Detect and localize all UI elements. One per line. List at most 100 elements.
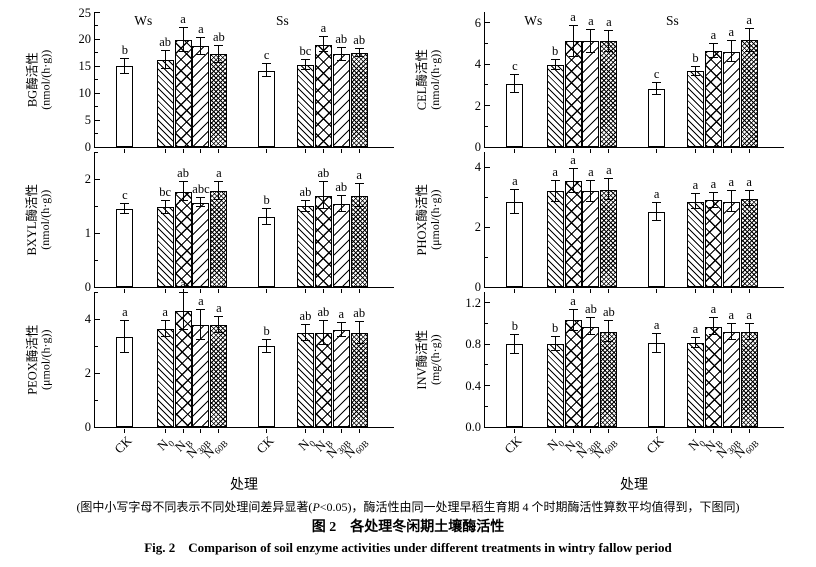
y-minor-tick bbox=[485, 196, 488, 198]
error-bar-cap bbox=[690, 66, 700, 68]
x-tick bbox=[694, 429, 696, 433]
significance-letter: a bbox=[180, 11, 186, 26]
error-bar bbox=[322, 37, 324, 53]
bar-PHOX-Ws-N0 bbox=[546, 191, 564, 287]
y-major-tick bbox=[485, 146, 490, 148]
bar-PEOX-Ws-N30B bbox=[192, 324, 210, 427]
error-bar-cap bbox=[690, 74, 700, 76]
error-bar-cap bbox=[318, 208, 328, 209]
bar-PHOX-Ss-N60B bbox=[740, 198, 758, 287]
bar-BG-Ws-N30B bbox=[192, 46, 210, 147]
y-tick-label: 0 bbox=[84, 280, 91, 294]
error-bar-cap bbox=[550, 350, 560, 352]
significance-letter: a bbox=[122, 304, 128, 319]
x-tick bbox=[656, 429, 658, 433]
error-bar bbox=[608, 321, 610, 343]
x-tick bbox=[748, 149, 750, 153]
significance-letter: a bbox=[588, 164, 594, 179]
significance-letter: c bbox=[122, 187, 128, 202]
error-bar-cap bbox=[178, 51, 188, 53]
x-tick bbox=[340, 149, 342, 153]
error-bar-cap bbox=[300, 58, 310, 60]
bar-PEOX-Ss-N0 bbox=[296, 332, 314, 427]
error-bar-cap bbox=[300, 210, 310, 212]
error-bar-cap bbox=[336, 194, 346, 196]
panel-bxyl: BXYL酶活性 (nmol/(h·g)) 0 1 2 c bc ab abc a b ab ab ab… bbox=[14, 150, 394, 294]
significance-letter: ab bbox=[299, 308, 312, 323]
error-bar bbox=[656, 333, 658, 353]
error-bar bbox=[358, 183, 360, 208]
plot-cel: 0 2 4 6 c b a a a c b a a a Ws Ss bbox=[475, 10, 784, 154]
x-tick bbox=[694, 289, 696, 293]
error-bar-cap bbox=[652, 332, 662, 334]
error-bar-cap bbox=[708, 206, 718, 208]
error-bar bbox=[358, 322, 360, 344]
error-bar bbox=[340, 195, 342, 212]
x-tick bbox=[554, 149, 556, 153]
error-bar-cap bbox=[586, 200, 596, 202]
error-bar-cap bbox=[510, 73, 520, 75]
bar-PHOX-Ws-N30B bbox=[582, 191, 600, 287]
plot-area-bxyl: 0 1 2 c bc ab abc a b ab ab ab a bbox=[85, 150, 394, 294]
error-bar-cap bbox=[550, 336, 560, 337]
error-bar bbox=[554, 180, 556, 202]
error-bar-cap bbox=[604, 30, 614, 32]
enzyme-unit-label: (μmol/(h·g)) bbox=[428, 189, 443, 251]
y-minor-tick bbox=[485, 125, 488, 127]
error-bar-cap bbox=[262, 224, 272, 226]
error-bar-cap bbox=[318, 36, 328, 38]
bar-BXYL-Ss-N30B bbox=[332, 203, 350, 287]
x-tick bbox=[514, 149, 516, 153]
significance-letter: bc bbox=[299, 43, 312, 58]
significance-letter: b bbox=[263, 193, 270, 207]
y-minor-tick bbox=[95, 205, 98, 207]
y-minor-tick bbox=[95, 292, 98, 293]
error-bar bbox=[218, 181, 220, 200]
y-tick-label: 0.0 bbox=[465, 420, 481, 434]
error-bar-cap bbox=[510, 188, 520, 190]
error-bar bbox=[514, 334, 516, 354]
error-bar-cap bbox=[510, 212, 520, 214]
y-major-tick bbox=[95, 372, 100, 374]
bar-PEOX-Ss-CK bbox=[258, 346, 276, 427]
error-bar bbox=[590, 180, 592, 202]
x-tick bbox=[266, 289, 268, 293]
y-major-tick bbox=[95, 178, 100, 180]
bar-INV-Ss-N60B bbox=[740, 331, 758, 427]
error-bar bbox=[712, 43, 714, 59]
y-major-tick bbox=[485, 385, 490, 387]
error-bar bbox=[218, 316, 220, 333]
bar-BG-Ss-N30B bbox=[332, 54, 350, 147]
significance-letter: a bbox=[692, 178, 699, 193]
error-bar-cap bbox=[510, 333, 520, 335]
x-tick bbox=[358, 149, 360, 153]
bar-PHOX-Ss-NB bbox=[704, 200, 722, 287]
significance-letter: a bbox=[162, 304, 168, 319]
bar-BG-Ws-CK bbox=[116, 66, 134, 147]
bar-PHOX-Ss-N30B bbox=[722, 201, 740, 287]
y-tick-label: 2 bbox=[474, 220, 481, 235]
error-bar-cap bbox=[726, 211, 736, 213]
error-bar-cap bbox=[178, 26, 188, 28]
bar-BXYL-Ws-CK bbox=[116, 209, 134, 287]
error-bar-cap bbox=[214, 198, 224, 200]
error-bar-cap bbox=[318, 181, 328, 183]
x-tick bbox=[730, 429, 732, 433]
significance-letter: ab bbox=[299, 184, 312, 199]
error-bar bbox=[322, 182, 324, 209]
error-bar-cap bbox=[586, 51, 596, 53]
error-bar-cap bbox=[586, 317, 596, 319]
bar-BXYL-Ss-N60B bbox=[350, 195, 368, 287]
y-minor-tick bbox=[95, 345, 98, 347]
bar-INV-Ws-N60B bbox=[600, 331, 618, 427]
x-tick bbox=[304, 429, 306, 433]
x-tick bbox=[590, 429, 592, 433]
x-axis-title-right: 处理 bbox=[620, 478, 648, 493]
x-tick bbox=[322, 289, 324, 293]
x-tick bbox=[218, 149, 220, 153]
y-major-tick bbox=[95, 38, 100, 40]
y-minor-tick bbox=[95, 133, 98, 135]
error-bar-cap bbox=[318, 319, 328, 321]
error-bar bbox=[266, 209, 268, 226]
bar-BG-Ws-N60B bbox=[210, 54, 228, 147]
